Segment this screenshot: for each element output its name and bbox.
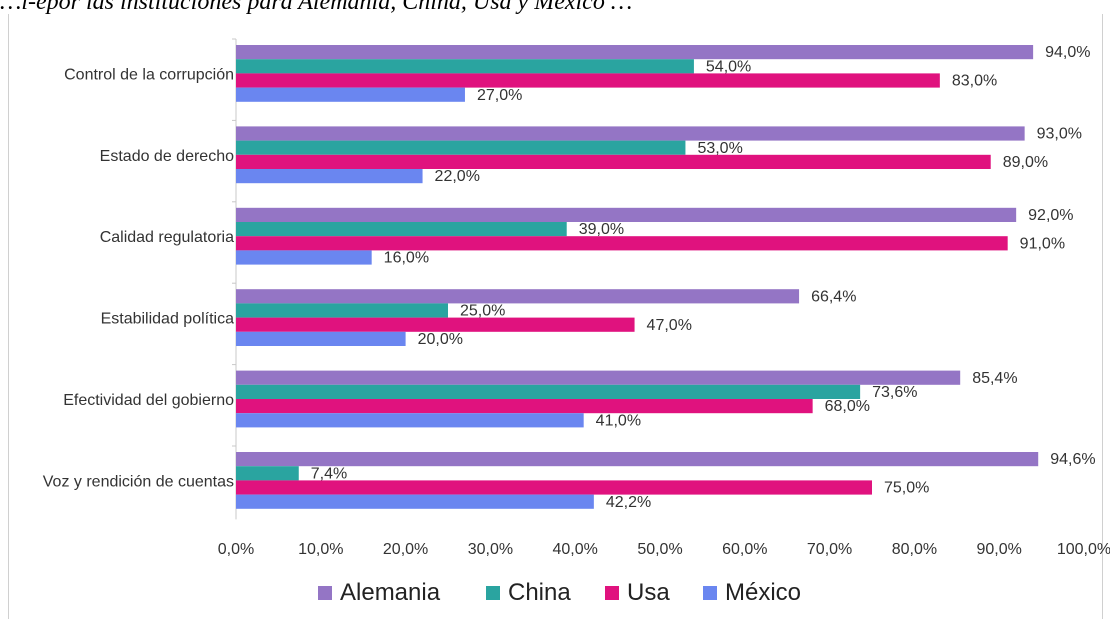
bar-alemania [236, 289, 800, 304]
bar-usa [236, 317, 635, 332]
bar-china [236, 303, 448, 318]
x-tick-label: 70,0% [807, 541, 852, 558]
frame-left-border [8, 14, 9, 619]
data-label: 27,0% [477, 87, 522, 104]
x-tick-label: 10,0% [298, 541, 343, 558]
chart-legend: Alemania China Usa México [0, 575, 1110, 611]
data-label: 20,0% [418, 331, 463, 348]
category-label: Calidad regulatoria [100, 229, 234, 246]
bar-china [236, 466, 299, 481]
x-tick-label: 0,0% [218, 541, 254, 558]
bar-usa [236, 73, 940, 88]
bar-m-xico [236, 169, 423, 184]
category-label: Control de la corrupción [64, 66, 234, 83]
bar-m-xico [236, 494, 594, 509]
data-label: 85,4% [972, 370, 1017, 387]
legend-swatch [605, 586, 619, 600]
bar-alemania [236, 452, 1039, 467]
frame-right-border [1102, 14, 1103, 619]
legend-item: Usa [605, 575, 670, 611]
bar-m-xico [236, 331, 406, 346]
data-label: 16,0% [384, 250, 429, 267]
data-label: 68,0% [825, 398, 870, 415]
bar-usa [236, 236, 1008, 251]
x-tick-label: 60,0% [722, 541, 767, 558]
data-label: 75,0% [884, 480, 929, 497]
x-tick-label: 50,0% [637, 541, 682, 558]
bar-alemania [236, 207, 1017, 222]
legend-swatch [486, 586, 500, 600]
data-label: 89,0% [1003, 154, 1048, 171]
chart-title: …l-epor las instituciones para Alemania,… [0, 0, 633, 15]
legend-item: Alemania [318, 575, 440, 611]
category-label: Estado de derecho [100, 148, 234, 165]
legend-swatch [318, 586, 332, 600]
data-label: 54,0% [706, 58, 751, 75]
x-tick-label: 40,0% [553, 541, 598, 558]
data-label: 53,0% [697, 140, 742, 157]
bar-usa [236, 399, 813, 414]
legend-item: China [486, 575, 571, 611]
bar-alemania [236, 370, 961, 385]
bar-alemania [236, 126, 1025, 141]
data-label: 91,0% [1020, 235, 1065, 252]
data-label: 93,0% [1037, 126, 1082, 143]
data-label: 73,6% [872, 384, 917, 401]
x-tick-label: 80,0% [892, 541, 937, 558]
data-label: 39,0% [579, 221, 624, 238]
bar-china [236, 384, 861, 399]
bar-usa [236, 480, 872, 495]
legend-item: México [703, 575, 801, 611]
category-label: Estabilidad política [101, 311, 235, 328]
bar-china [236, 140, 686, 155]
x-tick-label: 20,0% [383, 541, 428, 558]
bar-m-xico [236, 413, 584, 428]
data-label: 47,0% [647, 317, 692, 334]
bar-china [236, 59, 694, 74]
data-label: 25,0% [460, 303, 505, 320]
bar-m-xico [236, 87, 465, 102]
data-label: 42,2% [606, 494, 651, 511]
data-label: 94,0% [1045, 44, 1090, 61]
x-tick-label: 30,0% [468, 541, 513, 558]
bar-china [236, 222, 567, 237]
legend-label: China [508, 579, 571, 606]
x-tick-label: 100,0% [1057, 541, 1110, 558]
data-label: 7,4% [311, 465, 347, 482]
bar-m-xico [236, 250, 372, 265]
category-label: Efectividad del gobierno [63, 392, 234, 409]
legend-label: Usa [627, 579, 670, 606]
data-label: 41,0% [596, 412, 641, 429]
bar-usa [236, 154, 991, 169]
data-label: 66,4% [811, 288, 856, 305]
data-label: 22,0% [435, 168, 480, 185]
data-label: 94,6% [1050, 451, 1095, 468]
data-label: 92,0% [1028, 207, 1073, 224]
x-tick-label: 90,0% [977, 541, 1022, 558]
legend-label: México [725, 579, 802, 606]
bar-alemania [236, 45, 1034, 60]
legend-label: Alemania [340, 579, 441, 606]
data-label: 83,0% [952, 73, 997, 90]
category-label: Voz y rendición de cuentas [43, 473, 234, 490]
legend-swatch [703, 586, 717, 600]
